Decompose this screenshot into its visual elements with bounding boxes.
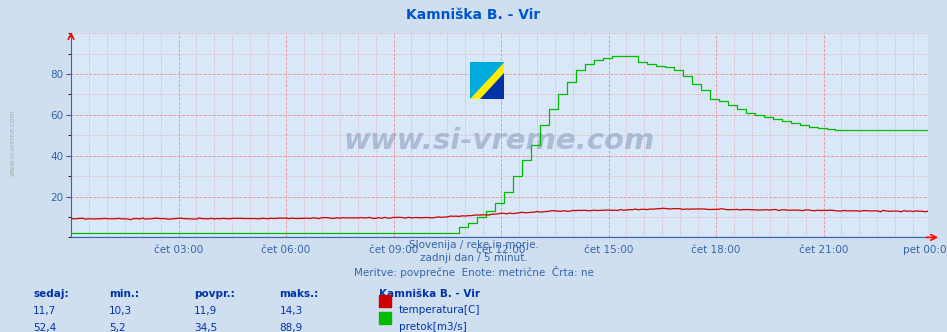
Text: 11,9: 11,9 [194, 306, 218, 316]
Text: Kamniška B. - Vir: Kamniška B. - Vir [406, 8, 541, 22]
Text: sedaj:: sedaj: [33, 289, 69, 299]
Polygon shape [470, 62, 504, 99]
Text: maks.:: maks.: [279, 289, 318, 299]
Text: 11,7: 11,7 [33, 306, 57, 316]
Text: 52,4: 52,4 [33, 323, 57, 332]
Text: 14,3: 14,3 [279, 306, 303, 316]
Polygon shape [470, 62, 504, 99]
Text: pretok[m3/s]: pretok[m3/s] [399, 322, 467, 332]
Text: 5,2: 5,2 [109, 323, 126, 332]
Text: 34,5: 34,5 [194, 323, 218, 332]
Text: min.:: min.: [109, 289, 139, 299]
Text: www.si-vreme.com: www.si-vreme.com [344, 127, 655, 155]
Text: Meritve: povprečne  Enote: metrične  Črta: ne: Meritve: povprečne Enote: metrične Črta:… [353, 266, 594, 278]
Text: 10,3: 10,3 [109, 306, 132, 316]
Polygon shape [480, 73, 504, 99]
Text: zadnji dan / 5 minut.: zadnji dan / 5 minut. [420, 253, 527, 263]
Text: Slovenija / reke in morje.: Slovenija / reke in morje. [408, 240, 539, 250]
Text: www.si-vreme.com: www.si-vreme.com [9, 110, 15, 176]
Text: 88,9: 88,9 [279, 323, 303, 332]
Text: Kamniška B. - Vir: Kamniška B. - Vir [379, 289, 480, 299]
Text: temperatura[C]: temperatura[C] [399, 305, 480, 315]
Text: povpr.:: povpr.: [194, 289, 235, 299]
